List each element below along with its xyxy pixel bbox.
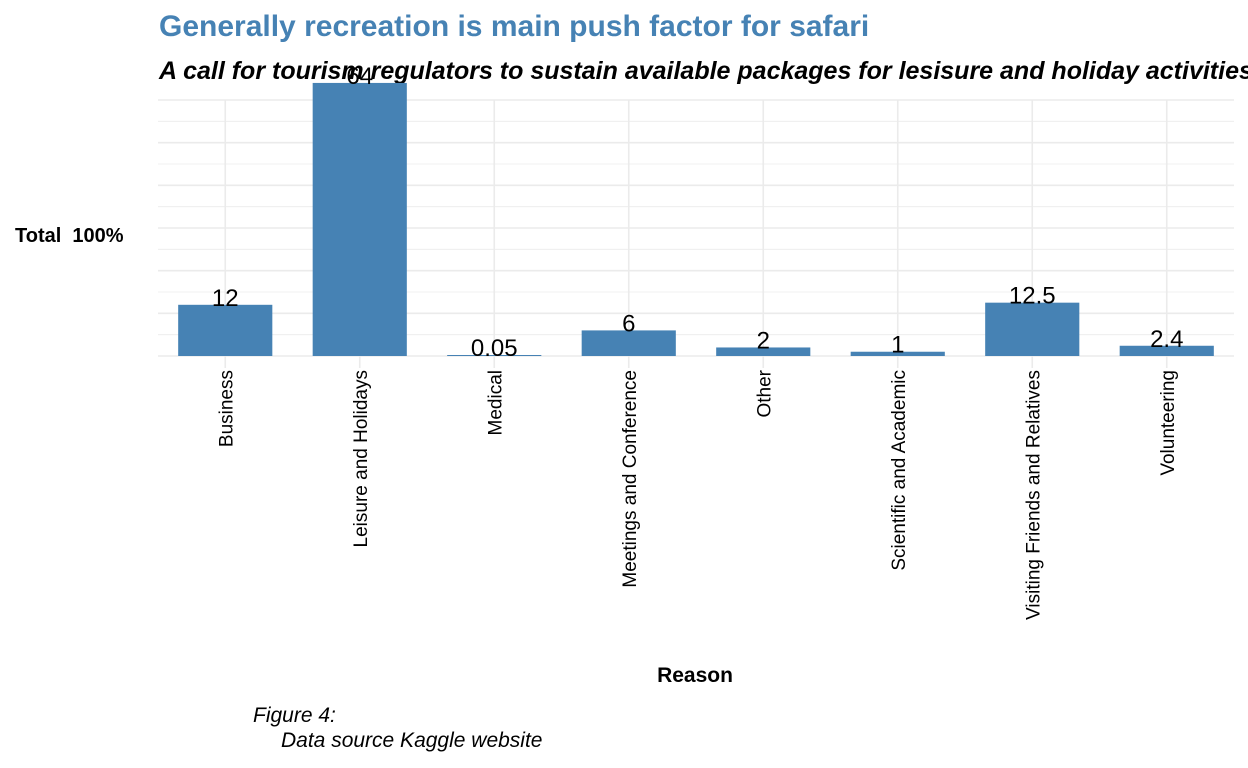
chart-title: Generally recreation is main push factor… bbox=[159, 10, 870, 43]
value-label: 6 bbox=[622, 310, 635, 337]
x-tick-label: Business bbox=[216, 370, 237, 447]
x-tick-label: Medical bbox=[485, 370, 506, 435]
x-tick-label: Meetings and Conference bbox=[620, 370, 641, 588]
x-axis-label: Reason bbox=[657, 664, 733, 687]
bar-medical bbox=[447, 355, 542, 356]
bars bbox=[178, 82, 1214, 356]
bar-scientific-and-academic bbox=[850, 351, 945, 356]
figure-caption: Figure 4: bbox=[253, 704, 336, 727]
value-label: 12 bbox=[212, 285, 239, 312]
x-tick-label: Other bbox=[754, 369, 775, 417]
x-tick-label: Scientific and Academic bbox=[889, 370, 910, 571]
bar-leisure-and-holidays bbox=[312, 82, 407, 356]
bar-visiting-friends-and-relatives bbox=[985, 302, 1080, 356]
x-tick-labels: Business Leisure and Holidays Medical Meeti… bbox=[216, 369, 1179, 620]
chart-subtitle: A call for tourism regulators to sustain… bbox=[159, 57, 1248, 85]
value-label: 64 bbox=[346, 63, 373, 90]
value-label: 0.05 bbox=[471, 335, 518, 362]
value-label: 2.4 bbox=[1150, 326, 1183, 353]
value-labels: 12 64 0.05 6 2 1 12.5 2.4 bbox=[212, 63, 1184, 362]
x-tick-label: Visiting Friends and Relatives bbox=[1023, 370, 1044, 620]
bar-business bbox=[178, 304, 273, 356]
bar-other bbox=[716, 347, 811, 356]
value-label: 12.5 bbox=[1009, 283, 1056, 310]
bar-meetings-and-conference bbox=[581, 330, 676, 356]
x-tick-label: Leisure and Holidays bbox=[351, 370, 372, 547]
x-tick-label: Volunteering bbox=[1158, 370, 1179, 476]
value-label: 1 bbox=[891, 332, 904, 359]
value-label: 2 bbox=[757, 327, 770, 354]
y-axis-label: Total 100% bbox=[15, 225, 124, 247]
data-source-note: Data source Kaggle website bbox=[281, 729, 543, 752]
bar-volunteering bbox=[1119, 345, 1214, 356]
